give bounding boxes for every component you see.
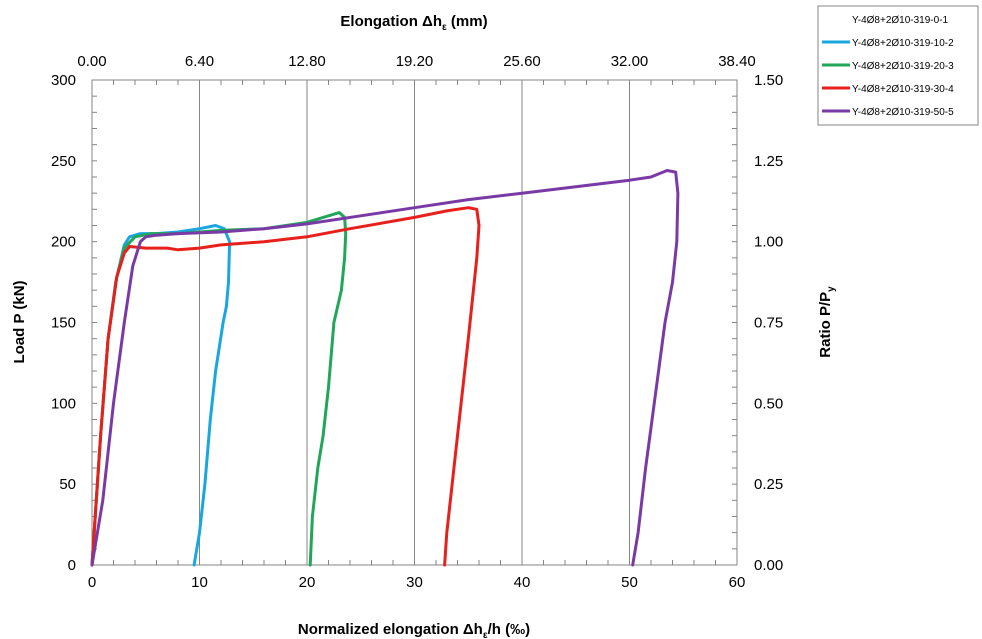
x-bottom-tick-label: 40 xyxy=(514,574,531,591)
x-bottom-tick-label: 10 xyxy=(191,574,208,591)
minor-ticks xyxy=(91,79,738,566)
y-left-tick-label: 250 xyxy=(51,153,76,170)
legend-entry: Y-4Ø8+2Ø10-319-20-3 xyxy=(852,61,954,72)
right-axis-title: Ratio P/Py xyxy=(817,286,837,358)
series-layer xyxy=(90,169,680,567)
y-right-tick-label: 1.00 xyxy=(754,234,783,251)
x-top-tick-label: 12.80 xyxy=(288,53,326,70)
y-right-tick-label: 0.50 xyxy=(754,395,783,412)
x-bottom-tick-label: 30 xyxy=(406,574,423,591)
x-top-tick-label: 0.00 xyxy=(77,53,106,70)
y-left-tick-label: 300 xyxy=(51,72,76,89)
legend-entry: Y-4Ø8+2Ø10-319-30-4 xyxy=(852,84,954,95)
x-bottom-tick-label: 0 xyxy=(88,574,96,591)
legend-entry: Y-4Ø8+2Ø10-319-10-2 xyxy=(852,38,954,49)
x-top-tick-label: 6.40 xyxy=(185,53,214,70)
y-left-tick-label: 100 xyxy=(51,395,76,412)
legend-entry: Y-4Ø8+2Ø10-319-50-5 xyxy=(852,107,954,118)
x-top-tick-label: 32.00 xyxy=(611,53,649,70)
y-left-tick-label: 0 xyxy=(68,557,76,574)
bottom-axis-title: Normalized elongation Δhε/h (‰) xyxy=(298,621,530,639)
top-axis-title: Elongation Δhε (mm) xyxy=(340,13,487,33)
x-top-tick-label: 38.40 xyxy=(718,53,756,70)
y-right-tick-label: 1.50 xyxy=(754,72,783,89)
series-line-4 xyxy=(90,206,481,567)
x-bottom-tick-label: 60 xyxy=(729,574,746,591)
gridlines xyxy=(199,80,630,565)
legend: Y-4Ø8+2Ø10-319-0-1 Y-4Ø8+2Ø10-319-10-2 Y-4… xyxy=(817,5,979,126)
y-left-tick-label: 200 xyxy=(51,234,76,251)
y-right-tick-label: 0.25 xyxy=(754,476,783,493)
x-bottom-tick-label: 50 xyxy=(621,574,638,591)
y-left-tick-label: 50 xyxy=(59,476,76,493)
tick-labels: 0 10 20 30 40 50 60 0.00 6.40 12.80 19.20 25.60 32.0… xyxy=(51,53,783,591)
legend-entry: Y-4Ø8+2Ø10-319-0-1 xyxy=(852,15,949,26)
y-right-tick-label: 0.00 xyxy=(754,557,783,574)
x-top-tick-label: 25.60 xyxy=(503,53,541,70)
series-line-5 xyxy=(90,169,680,567)
y-left-tick-label: 150 xyxy=(51,315,76,332)
y-right-tick-label: 1.25 xyxy=(754,153,783,170)
x-top-tick-label: 19.20 xyxy=(396,53,434,70)
x-bottom-tick-label: 20 xyxy=(299,574,316,591)
left-axis-title: Load P (kN) xyxy=(11,280,28,363)
y-right-tick-label: 0.75 xyxy=(754,315,783,332)
